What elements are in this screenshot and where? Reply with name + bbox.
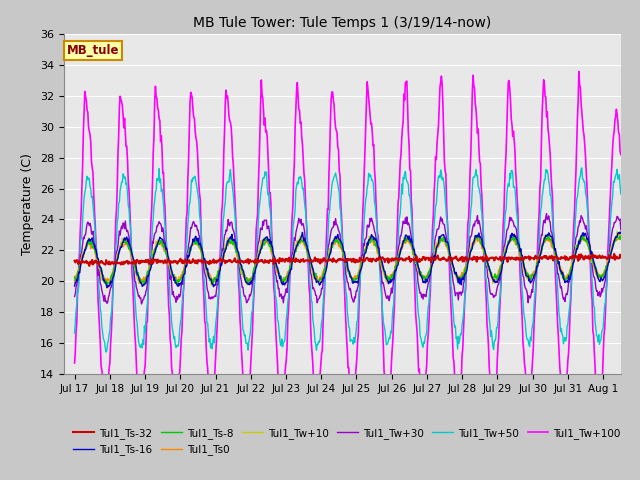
Legend: Tul1_Ts-32, Tul1_Ts-16, Tul1_Ts-8, Tul1_Ts0, Tul1_Tw+10, Tul1_Tw+30, Tul1_Tw+50,: Tul1_Ts-32, Tul1_Ts-16, Tul1_Ts-8, Tul1_…	[69, 424, 625, 459]
Title: MB Tule Tower: Tule Temps 1 (3/19/14-now): MB Tule Tower: Tule Temps 1 (3/19/14-now…	[193, 16, 492, 30]
Text: MB_tule: MB_tule	[67, 44, 119, 57]
Y-axis label: Temperature (C): Temperature (C)	[22, 153, 35, 255]
